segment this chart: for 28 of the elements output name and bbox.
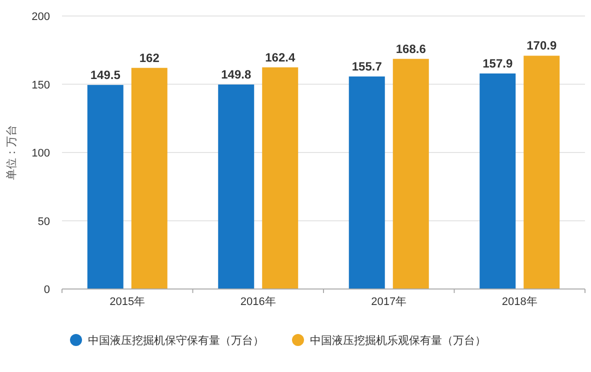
data-label: 157.9	[482, 56, 513, 70]
data-label: 162	[139, 50, 160, 65]
bar	[131, 68, 168, 289]
x-tick-label: 2015年	[110, 296, 146, 308]
y-tick-label: 50	[38, 216, 50, 228]
bar	[87, 84, 124, 289]
bar	[218, 84, 254, 289]
bar	[480, 73, 516, 289]
x-tick-label: 2018年	[502, 296, 538, 308]
data-label: 149.8	[221, 68, 252, 82]
bar	[392, 58, 429, 289]
data-label: 168.6	[396, 42, 426, 56]
data-label: 162.4	[265, 50, 296, 64]
legend-label: 中国液压挖掘机乐观保有量（万台）	[310, 334, 486, 347]
y-tick-label: 150	[32, 79, 50, 92]
data-label: 155.7	[352, 59, 382, 74]
legend-label: 中国液压挖掘机保守保有量（万台）	[88, 334, 264, 347]
y-tick-label: 100	[32, 148, 50, 160]
data-label: 170.9	[526, 38, 557, 53]
bar	[262, 67, 298, 289]
y-tick-label: 0	[44, 284, 50, 296]
y-axis-title: 单位：万台	[5, 125, 18, 180]
data-label: 149.5	[90, 68, 121, 82]
x-tick-label: 2017年	[371, 296, 407, 308]
bar	[524, 56, 560, 289]
bar	[348, 76, 385, 289]
y-tick-label: 200	[32, 11, 50, 23]
x-tick-label: 2016年	[240, 296, 276, 308]
